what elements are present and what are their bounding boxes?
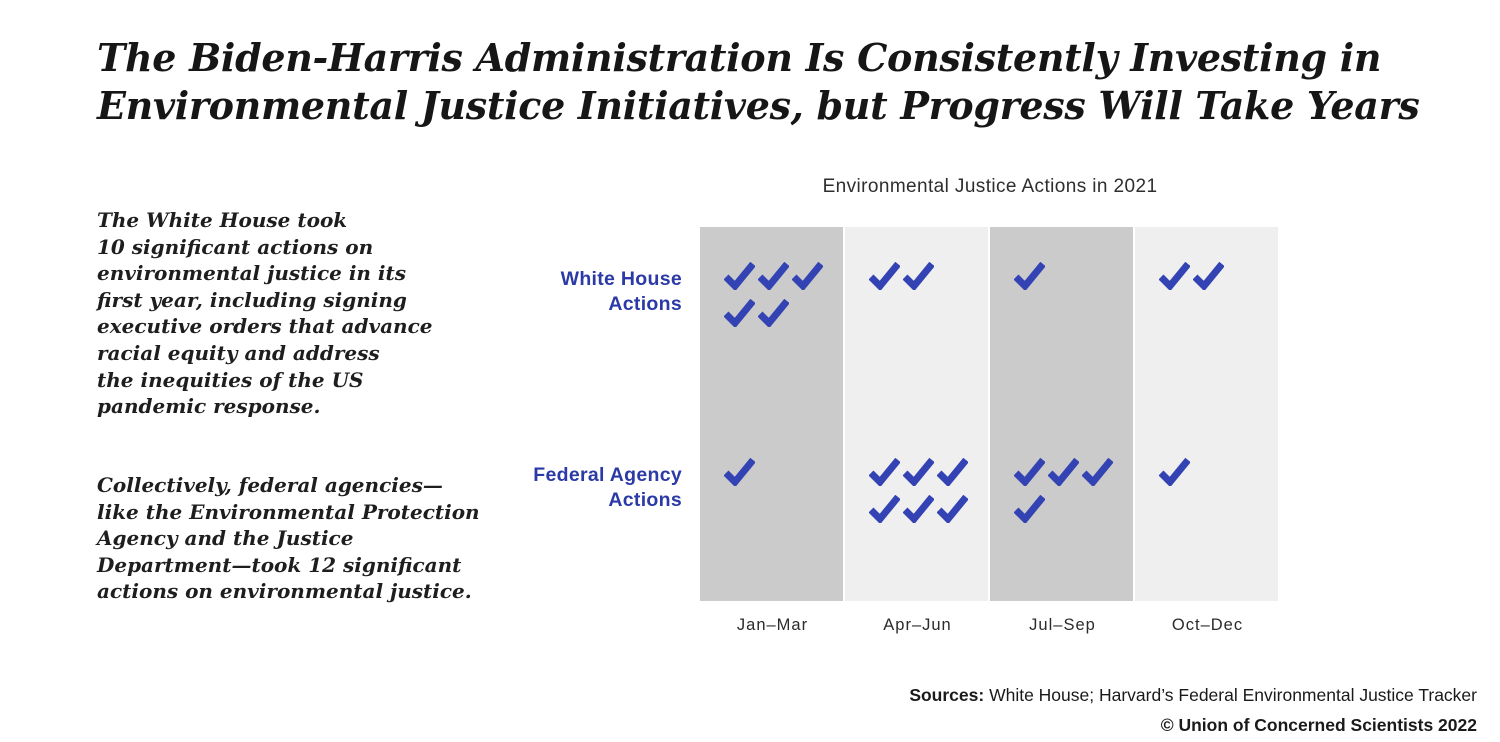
check-group-white-house-actions-3 <box>1014 262 1120 290</box>
row-label-line: White House <box>560 268 682 290</box>
note-white-house: The White House took 10 significant acti… <box>97 207 433 420</box>
checkmark-icon <box>937 495 968 523</box>
note-line: Department—took 12 significant <box>97 552 462 577</box>
checkmark-icon <box>903 458 934 486</box>
check-group-white-house-actions-2 <box>869 262 975 290</box>
quarter-band-4 <box>1135 227 1278 601</box>
checkmark-icon <box>869 262 900 290</box>
check-group-federal-agency-actions-1 <box>724 458 830 486</box>
note-line: executive orders that advance <box>97 314 433 339</box>
note-line: racial equity and address <box>97 340 380 365</box>
checkmark-icon <box>758 262 789 290</box>
checkmark-icon <box>1014 262 1045 290</box>
row-label-federal-agency-actions: Federal Agency Actions <box>420 463 682 513</box>
checkmark-icon <box>1159 262 1190 290</box>
chart-grid <box>700 227 1280 601</box>
checkmark-icon <box>724 458 755 486</box>
x-axis-label-jul-sep: Jul–Sep <box>1029 616 1096 634</box>
checkmark-icon <box>1014 495 1045 523</box>
checkmark-icon <box>1082 458 1113 486</box>
checkmark-icon <box>724 262 755 290</box>
checkmark-icon <box>903 262 934 290</box>
note-line: first year, including signing <box>97 287 407 312</box>
check-group-federal-agency-actions-2 <box>869 458 975 523</box>
check-group-federal-agency-actions-3 <box>1014 458 1120 523</box>
note-line: environmental justice in its <box>97 261 407 286</box>
copyright-line: © Union of Concerned Scientists 2022 <box>1160 714 1477 735</box>
x-axis-label-oct-dec: Oct–Dec <box>1171 616 1244 634</box>
page-title-line-1: The Biden-Harris Administration Is Consi… <box>97 35 1382 80</box>
row-label-line: Federal Agency <box>533 464 682 486</box>
row-label-white-house-actions: White House Actions <box>420 267 682 317</box>
checkmark-icon <box>758 299 789 327</box>
note-line: 10 significant actions on <box>97 234 374 259</box>
page-title-line-2: Environmental Justice Initiatives, but P… <box>97 83 1420 128</box>
footer: Sources: White House; Harvard’s Federal … <box>909 681 1477 740</box>
checkmark-icon <box>1014 458 1045 486</box>
checkmark-icon <box>792 262 823 290</box>
quarter-band-2 <box>845 227 988 601</box>
sources-line: Sources: White House; Harvard’s Federal … <box>909 681 1477 711</box>
checkmark-icon <box>1193 262 1224 290</box>
quarter-band-1 <box>700 227 843 601</box>
x-axis-label-apr-jun: Apr–Jun <box>883 616 952 634</box>
sources-text: White House; Harvard’s Federal Environme… <box>984 685 1477 705</box>
checkmark-icon <box>937 458 968 486</box>
check-group-white-house-actions-1 <box>724 262 830 327</box>
check-group-federal-agency-actions-4 <box>1159 458 1265 486</box>
page-title: The Biden-Harris Administration Is Consi… <box>97 34 1420 130</box>
x-axis-label-jan-mar: Jan–Mar <box>736 616 809 634</box>
checkmark-icon <box>903 495 934 523</box>
checkmark-icon <box>869 495 900 523</box>
row-label-line: Actions <box>608 489 682 511</box>
sources-label: Sources: <box>909 685 985 705</box>
note-line: actions on environmental justice. <box>97 579 472 604</box>
note-line: the inequities of the US <box>97 367 364 392</box>
note-line: pandemic response. <box>97 394 321 419</box>
note-line: The White House took <box>97 208 348 232</box>
checkmark-icon <box>1048 458 1079 486</box>
note-line: Collectively, federal agencies— <box>97 473 443 497</box>
note-federal-agencies: Collectively, federal agencies— like the… <box>97 472 480 605</box>
checkmark-icon <box>869 458 900 486</box>
checkmark-icon <box>724 299 755 327</box>
note-line: Agency and the Justice <box>97 526 354 551</box>
checkmark-icon <box>1159 458 1190 486</box>
quarter-band-3 <box>990 227 1133 601</box>
check-group-white-house-actions-4 <box>1159 262 1265 290</box>
chart-title: Environmental Justice Actions in 2021 <box>822 176 1158 197</box>
note-line: like the Environmental Protection <box>97 499 480 524</box>
row-label-line: Actions <box>608 293 682 315</box>
